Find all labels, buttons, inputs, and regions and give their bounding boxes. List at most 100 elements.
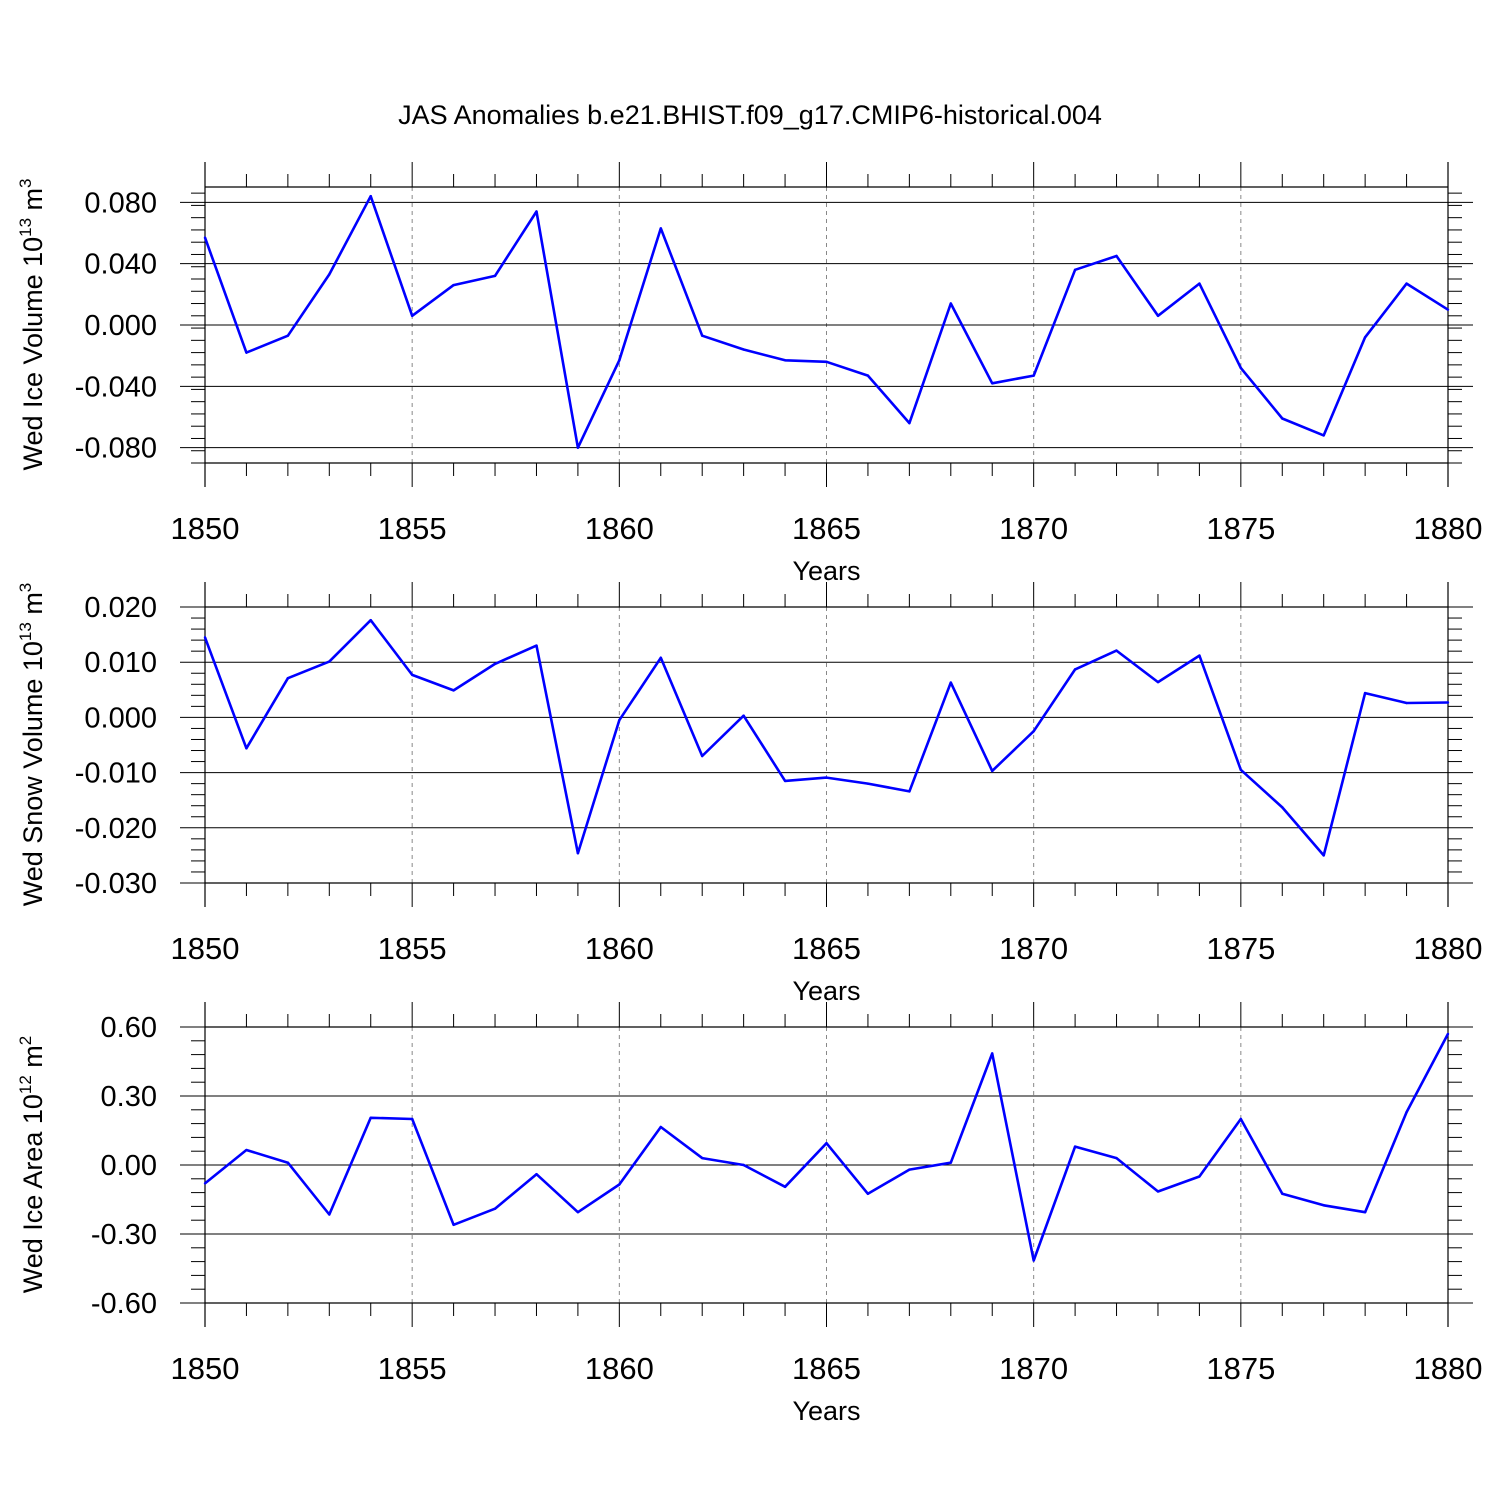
data-point — [203, 1182, 207, 1185]
chart-title: JAS Anomalies b.e21.BHIST.f09_g17.CMIP6-… — [398, 100, 1102, 130]
x-tick-label: 1860 — [585, 1351, 654, 1386]
y-tick-label: -0.040 — [75, 371, 157, 403]
data-point — [1115, 1156, 1118, 1160]
y-axis-label: Wed Ice Volume 1013 m3 — [16, 178, 48, 470]
data-point — [825, 776, 828, 779]
data-point — [1281, 806, 1284, 809]
data-point — [949, 1161, 952, 1164]
data-point — [1156, 314, 1160, 317]
data-point — [825, 1141, 828, 1145]
data-point — [576, 1210, 580, 1214]
x-tick-label: 1875 — [1206, 1351, 1275, 1386]
x-tick-label: 1865 — [792, 1351, 861, 1386]
y-tick-label: 0.60 — [101, 1012, 157, 1044]
x-tick-label: 1850 — [171, 1351, 240, 1386]
data-point — [1405, 282, 1408, 285]
data-point — [908, 1168, 911, 1171]
x-tick-label: 1860 — [585, 931, 654, 966]
data-point — [659, 656, 662, 659]
data-point — [1073, 268, 1077, 271]
y-tick-label: -0.030 — [75, 868, 157, 900]
data-point — [618, 1183, 621, 1186]
x-tick-label: 1850 — [171, 511, 240, 546]
data-point — [1405, 701, 1408, 705]
data-point — [949, 681, 952, 684]
data-point — [328, 273, 331, 276]
y-tick-label: 0.010 — [84, 647, 157, 679]
data-point — [576, 446, 580, 449]
data-point — [328, 1213, 331, 1216]
data-point — [701, 1156, 704, 1160]
data-point — [369, 195, 372, 198]
x-tick-label: 1880 — [1414, 931, 1483, 966]
data-point — [1156, 1190, 1160, 1193]
data-point — [245, 1148, 248, 1152]
x-tick-label: 1855 — [378, 1351, 447, 1386]
data-point — [1198, 1175, 1201, 1178]
data-point — [1032, 1259, 1035, 1262]
data-point — [410, 1117, 414, 1121]
data-point — [1446, 701, 1450, 704]
panel-2: -0.030 -0.020 -0.010 0.000 0.010 0.020 1850 185… — [16, 582, 1482, 1006]
data-point — [1281, 417, 1284, 420]
data-point — [245, 351, 248, 354]
data-point — [535, 210, 538, 213]
data-point — [286, 677, 290, 680]
data-point — [1239, 366, 1243, 370]
data-point — [1198, 654, 1201, 657]
data-point — [1073, 668, 1077, 671]
data-point — [493, 1207, 497, 1210]
x-tick-label: 1860 — [585, 511, 654, 546]
panel-3: -0.60 -0.30 0.00 0.30 0.60 1850 1855 1860 1865 18… — [16, 1002, 1482, 1426]
data-point — [1198, 282, 1201, 285]
data-point — [783, 779, 787, 783]
y-tick-label: 0.00 — [101, 1150, 157, 1182]
data-point — [410, 673, 414, 677]
x-tick-label: 1870 — [999, 1351, 1068, 1386]
data-point — [866, 1192, 870, 1195]
data-point — [245, 747, 248, 750]
data-point — [452, 1223, 455, 1227]
panel-1: -0.080 -0.040 0.000 0.040 0.080 1850 1855 1860 1… — [16, 162, 1482, 586]
x-tick-label: 1865 — [792, 511, 861, 546]
data-point — [1363, 691, 1367, 695]
data-point — [1156, 680, 1160, 684]
y-axis-label: Wed Ice Area 1012 m2 — [16, 1036, 48, 1294]
data-point — [659, 227, 662, 230]
y-axis-label: Wed Snow Volume 1013 m3 — [16, 583, 48, 907]
data-point — [1322, 854, 1325, 857]
data-point — [949, 302, 952, 305]
y-tick-label: -0.30 — [91, 1219, 157, 1251]
data-point — [1446, 1032, 1450, 1036]
data-point — [991, 769, 994, 773]
x-tick-label: 1870 — [999, 511, 1068, 546]
y-tick-label: 0.000 — [84, 702, 157, 734]
data-point — [535, 644, 538, 647]
data-point — [535, 1173, 538, 1176]
data-point — [783, 1185, 787, 1189]
y-tick-label: -0.60 — [91, 1288, 157, 1320]
data-point — [866, 782, 870, 785]
data-point — [203, 636, 207, 639]
data-point — [576, 851, 580, 855]
data-point — [742, 1163, 745, 1167]
data-point — [1405, 1110, 1408, 1114]
data-point — [701, 334, 704, 337]
x-axis-label: Years — [792, 1396, 860, 1426]
data-point — [1322, 434, 1325, 437]
y-tick-label: -0.010 — [75, 758, 157, 790]
data-point — [1032, 374, 1035, 377]
x-axis-label: Years — [792, 556, 860, 586]
data-point — [369, 619, 372, 622]
data-point — [1446, 308, 1450, 311]
data-point — [866, 374, 870, 377]
data-point — [452, 283, 455, 287]
data-point — [452, 689, 455, 692]
data-point — [991, 382, 994, 385]
y-tick-label: 0.30 — [101, 1081, 157, 1113]
y-tick-label: 0.000 — [84, 310, 157, 342]
data-point — [659, 1125, 662, 1129]
data-point — [1115, 254, 1118, 258]
x-tick-label: 1855 — [378, 931, 447, 966]
y-tick-label: 0.020 — [84, 592, 157, 624]
